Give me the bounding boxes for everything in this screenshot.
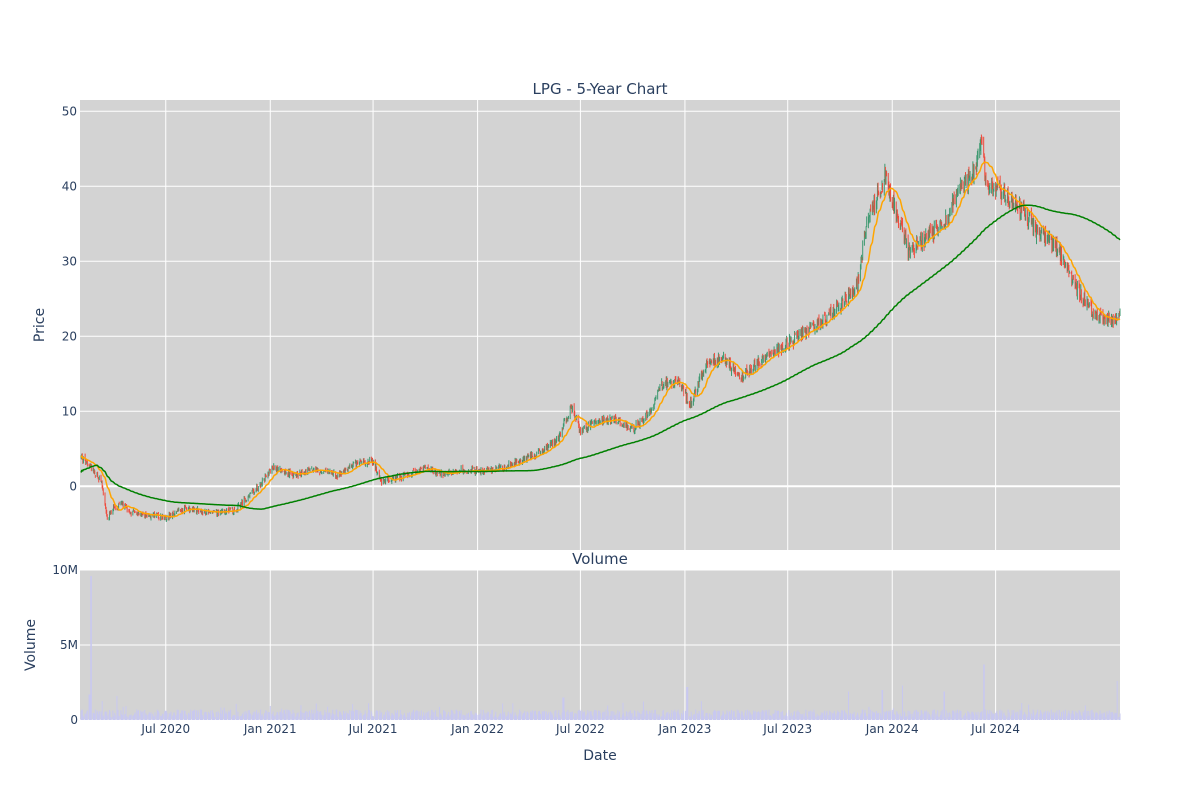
volume-y-tick-label: 0 [70,713,78,727]
x-tick-label: Jan 2022 [450,722,504,736]
price-candles [80,134,1121,522]
x-tick-label: Jan 2021 [243,722,297,736]
moving-average-line-200 [80,204,1121,510]
x-tick-label: Jul 2023 [762,722,812,736]
x-tick-label: Jul 2024 [970,722,1020,736]
volume-y-axis-title: Volume [23,619,39,671]
x-tick-label: Jan 2023 [657,722,711,736]
price-y-tick-label: 50 [62,104,77,118]
x-tick-label: Jul 2020 [140,722,190,736]
volume-chart-title: Volume [572,550,628,568]
volume-x-axis-title: Date [583,748,616,764]
x-tick-label: Jan 2024 [865,722,919,736]
volume-y-tick-label: 5M [60,638,78,652]
volume-bars [80,576,1121,720]
price-y-axis-title: Price [32,308,48,342]
price-chart-title: LPG - 5-Year Chart [533,80,668,98]
price-y-tick-label: 0 [69,479,77,493]
price-y-tick-label: 30 [62,254,77,268]
price-y-tick-label: 40 [62,179,77,193]
price-y-ticks: 0 10 20 30 40 50 [62,104,77,493]
x-tick-label: Jul 2021 [348,722,398,736]
volume-x-ticks: Jul 2020 Jan 2021 Jul 2021 Jan 2022 Jul 2022… [140,722,1020,736]
volume-y-ticks: 0 5M 10M [52,563,78,727]
volume-y-tick-label: 10M [52,563,78,577]
price-y-tick-label: 10 [62,404,77,418]
price-plot-area [80,100,1120,550]
x-tick-label: Jul 2022 [555,722,605,736]
price-moving-averages [80,161,1121,518]
moving-average-line-20 [80,161,1121,518]
price-y-tick-label: 20 [62,329,77,343]
